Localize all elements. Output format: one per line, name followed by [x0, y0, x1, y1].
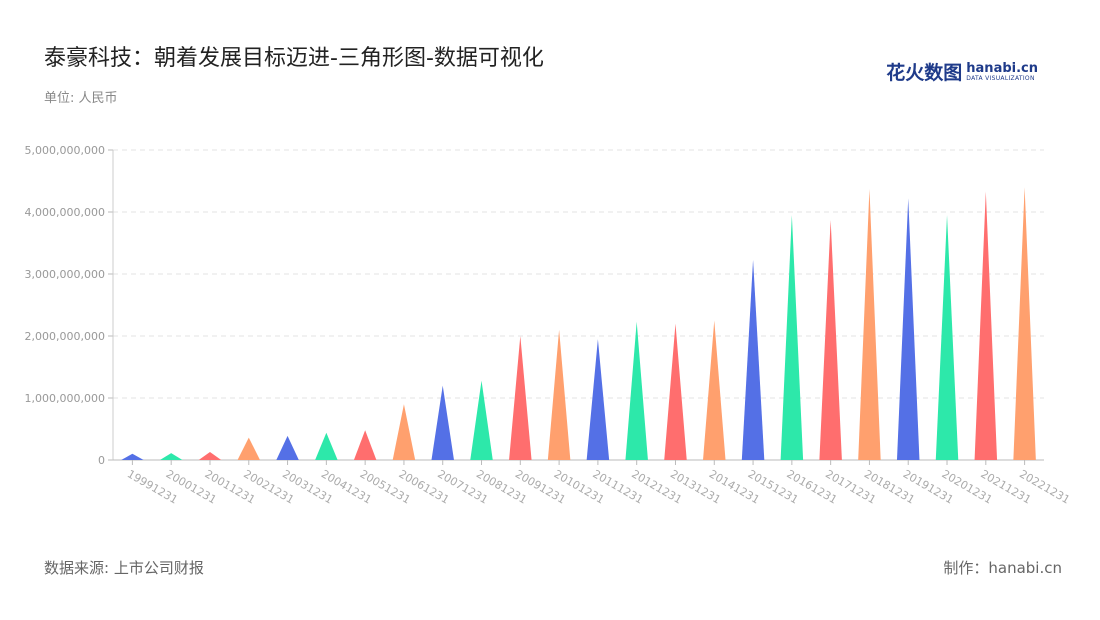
credit-note: 制作：hanabi.cn [943, 559, 1062, 577]
triangle-bar [703, 320, 726, 460]
triangle-bar [315, 432, 338, 460]
unit-label: 单位: 人民币 [44, 91, 118, 106]
logo-tagline: DATA VISUALIZATION [966, 74, 1035, 82]
triangle-bar [664, 323, 687, 460]
triangle-bar [1013, 187, 1036, 460]
logo-text-en: hanabi.cn DATA VISUALIZATION [966, 62, 1038, 82]
triangle-bar [392, 404, 416, 460]
data-source-note: 数据来源: 上市公司财报 [44, 559, 204, 577]
logo-text-cn: 花火数图 [886, 62, 963, 84]
triangle-bar [819, 220, 842, 460]
logo-domain: hanabi.cn [966, 60, 1038, 76]
triangle-bar [974, 191, 998, 461]
triangle-bar [896, 198, 920, 461]
triangle-bar [741, 259, 765, 460]
y-tick-label: 3,000,000,000 [25, 268, 105, 281]
triangle-bar [547, 329, 571, 460]
y-tick-label: 0 [98, 454, 105, 467]
triangle-bar [431, 385, 454, 460]
triangle-bar [780, 215, 804, 460]
triangle-bar [198, 451, 222, 460]
triangle-bar [625, 321, 648, 460]
triangle-bar [509, 336, 532, 460]
y-tick-label: 2,000,000,000 [25, 330, 105, 343]
triangle-bar [353, 430, 377, 460]
y-tick-label: 4,000,000,000 [25, 206, 105, 219]
y-tick-label: 5,000,000,000 [25, 144, 105, 157]
brand-logo: 花火数图 hanabi.cn DATA VISUALIZATION [886, 58, 1038, 85]
y-tick-label: 1,000,000,000 [25, 392, 105, 405]
triangle-bar [470, 380, 493, 460]
triangle-bar [159, 453, 183, 460]
triangle-bar [586, 339, 610, 460]
triangle-bar [237, 437, 261, 460]
triangle-bar [935, 215, 959, 460]
chart-title: 泰豪科技：朝着发展目标迈进-三角形图-数据可视化 [44, 46, 544, 71]
triangle-bar [858, 189, 881, 460]
triangle-bar [276, 435, 299, 460]
triangle-bar [121, 453, 144, 460]
